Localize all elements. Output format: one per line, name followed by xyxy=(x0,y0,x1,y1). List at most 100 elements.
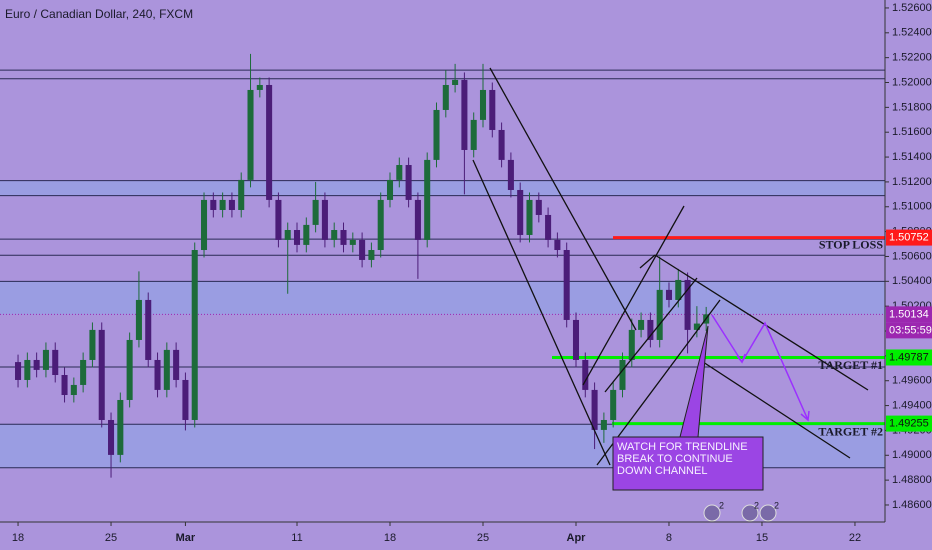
y-tick-label: 1.50400 xyxy=(892,275,932,287)
candle-body xyxy=(628,329,635,360)
x-tick-label: 22 xyxy=(849,532,861,544)
x-tick-label: 15 xyxy=(756,532,768,544)
callout-box xyxy=(612,436,764,491)
y-tick-label: 1.50600 xyxy=(892,250,932,262)
candle-body xyxy=(182,379,189,420)
trendline xyxy=(472,159,611,466)
y-tick-label: 1.51000 xyxy=(892,201,932,213)
candle-body xyxy=(693,323,700,330)
candle-body xyxy=(675,279,682,300)
candle-body xyxy=(665,289,673,300)
candle-body xyxy=(563,250,570,320)
candle-body xyxy=(368,250,375,260)
candle-body xyxy=(452,79,459,85)
y-tick-label: 1.52600 xyxy=(892,2,932,14)
y-tick-label: 1.48600 xyxy=(892,499,932,511)
candle-body xyxy=(647,319,654,340)
candle-body xyxy=(433,109,440,160)
candle-body xyxy=(98,329,105,420)
candle-body xyxy=(210,199,217,210)
price-line-text: STOP LOSS xyxy=(819,237,883,251)
y-tick-label: 1.52000 xyxy=(892,76,932,88)
candle-body xyxy=(126,339,133,400)
zone xyxy=(0,180,885,196)
last-price-label: 1.50134 xyxy=(889,308,929,320)
candle-body xyxy=(572,319,580,360)
candle-body xyxy=(275,199,282,240)
candle-body xyxy=(154,359,161,390)
projection-path xyxy=(711,314,809,421)
trendline xyxy=(582,205,685,386)
candle-body xyxy=(359,239,366,260)
projection xyxy=(711,314,810,422)
arrowhead xyxy=(800,410,810,422)
y-tick-label: 1.51200 xyxy=(892,176,932,188)
candle-body xyxy=(405,165,412,200)
candle-body xyxy=(386,179,394,200)
candle-body xyxy=(600,419,607,430)
price-tag-label: 1.49787 xyxy=(889,351,929,363)
callout-text-box: WATCH FOR TRENDLINE BREAK TO CONTINUE DO… xyxy=(617,441,748,477)
y-tick-label: 1.52200 xyxy=(892,52,932,64)
candle-body xyxy=(42,349,49,370)
event-count: 2 xyxy=(774,500,779,510)
candle-body xyxy=(201,199,208,251)
y-tick-label: 1.51600 xyxy=(892,126,932,138)
candle-body xyxy=(135,299,142,340)
price-line-text: TARGET #2 xyxy=(818,424,883,438)
candle-body xyxy=(145,299,152,360)
candle-body xyxy=(684,279,691,330)
price-line-text: TARGET #1 xyxy=(818,358,883,372)
price-tag xyxy=(886,415,932,432)
arrowhead xyxy=(736,353,746,364)
trendlines xyxy=(472,67,869,466)
candle-body xyxy=(228,199,235,210)
candle-body xyxy=(293,229,301,245)
candle-body xyxy=(424,159,431,240)
candle-body xyxy=(191,250,198,420)
candle-body xyxy=(442,84,449,110)
candle-body xyxy=(656,289,663,340)
x-tick-label: Mar xyxy=(176,532,196,544)
candle-body xyxy=(461,79,468,150)
event-icon xyxy=(759,504,777,522)
candle-body xyxy=(582,359,589,390)
countdown-label: 03:55:59 xyxy=(889,324,932,336)
y-tick-label: 1.52400 xyxy=(892,27,932,39)
candle-body xyxy=(638,319,645,330)
candle-body xyxy=(89,329,96,360)
candle-body xyxy=(396,165,403,180)
y-tick-label: 1.49400 xyxy=(892,399,932,411)
last-price-tag xyxy=(886,306,932,323)
price-tag xyxy=(886,349,932,366)
zone xyxy=(0,281,885,315)
candle-body xyxy=(238,179,245,210)
event-count: 2 xyxy=(719,500,724,510)
candle-body xyxy=(247,89,254,180)
candle-body xyxy=(24,359,31,380)
candle-body xyxy=(61,375,68,396)
candle-body xyxy=(517,189,524,235)
candle-body xyxy=(470,119,477,150)
event-icons: 2 2 2 xyxy=(703,500,779,522)
candle-body xyxy=(312,199,319,225)
annotation: WATCH FOR TRENDLINE BREAK TO CONTINUE DO… xyxy=(612,325,764,491)
y-tick-label: 1.51800 xyxy=(892,101,932,113)
candle-body xyxy=(80,359,87,385)
candle-body xyxy=(340,229,347,245)
x-tick-label: 18 xyxy=(384,532,396,544)
candle-body xyxy=(163,349,170,390)
y-tick-label: 1.49000 xyxy=(892,449,932,461)
y-tick-label: 1.49600 xyxy=(892,375,932,387)
event-count: 2 xyxy=(754,500,759,510)
candle-body xyxy=(33,359,40,370)
x-tick-label: 25 xyxy=(105,532,117,544)
trendline xyxy=(639,254,656,269)
countdown-tag xyxy=(886,322,932,339)
trendline xyxy=(604,277,698,393)
trendline xyxy=(654,254,869,391)
callout-text: WATCH FOR TRENDLINE BREAK TO CONTINUE DO… xyxy=(617,441,748,477)
candle-body xyxy=(219,199,226,210)
candle-body xyxy=(545,214,552,240)
